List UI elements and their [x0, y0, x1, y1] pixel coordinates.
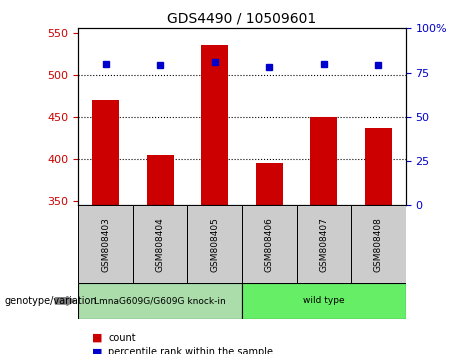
Text: count: count	[108, 333, 136, 343]
Bar	[310, 117, 337, 205]
Bar	[242, 205, 296, 283]
Bar	[133, 205, 188, 283]
Bar	[201, 45, 228, 205]
Text: GSM808406: GSM808406	[265, 217, 274, 272]
Text: GSM808408: GSM808408	[374, 217, 383, 272]
Text: genotype/variation: genotype/variation	[5, 296, 97, 306]
Bar	[256, 163, 283, 205]
Bar	[92, 100, 119, 205]
Bar	[296, 205, 351, 283]
Bar	[351, 205, 406, 283]
Bar	[242, 283, 406, 319]
Bar	[78, 205, 133, 283]
Bar	[188, 205, 242, 283]
Title: GDS4490 / 10509601: GDS4490 / 10509601	[167, 12, 317, 26]
Bar	[78, 283, 242, 319]
Text: percentile rank within the sample: percentile rank within the sample	[108, 347, 273, 354]
Text: wild type: wild type	[303, 296, 345, 306]
Bar	[365, 128, 392, 205]
Text: GSM808407: GSM808407	[319, 217, 328, 272]
Text: ■: ■	[92, 347, 103, 354]
Text: ■: ■	[92, 333, 103, 343]
Text: GSM808405: GSM808405	[210, 217, 219, 272]
Text: LmnaG609G/G609G knock-in: LmnaG609G/G609G knock-in	[95, 296, 226, 306]
Text: GSM808404: GSM808404	[156, 217, 165, 272]
Text: GSM808403: GSM808403	[101, 217, 110, 272]
Bar	[147, 155, 174, 205]
